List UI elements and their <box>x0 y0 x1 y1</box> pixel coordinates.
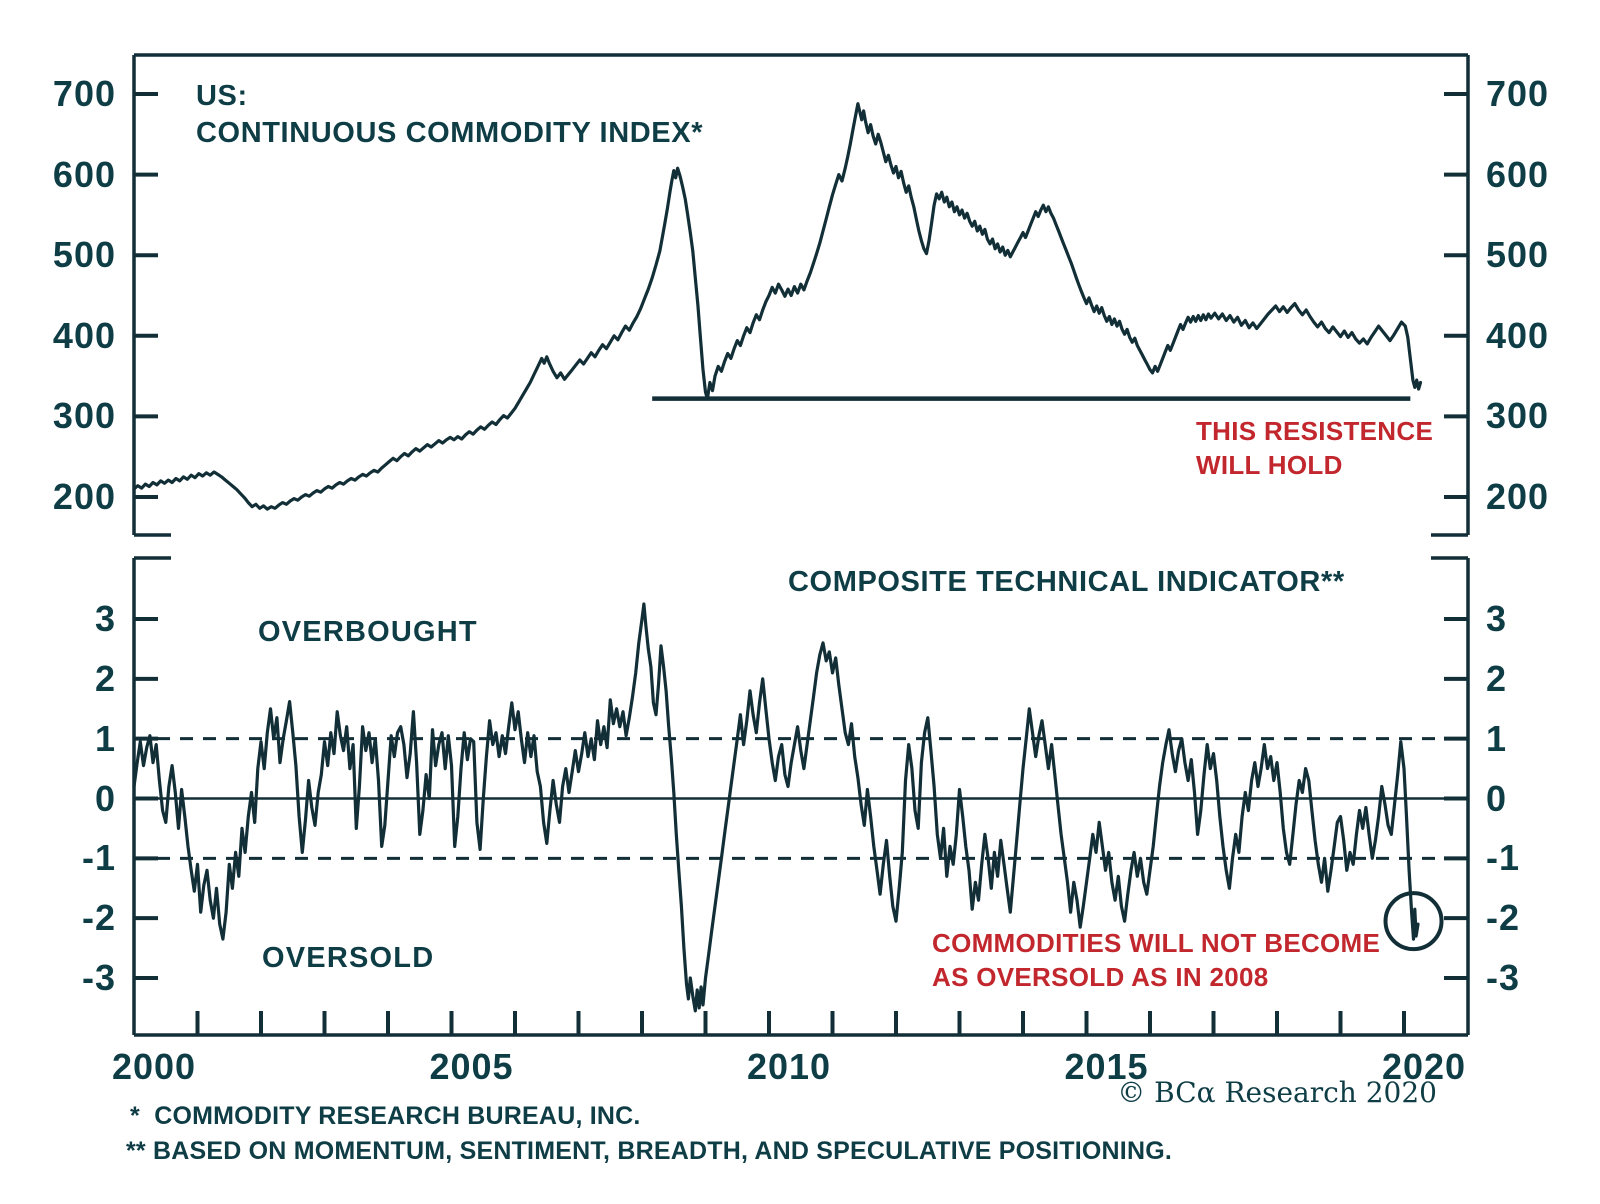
bottom-chart-title: COMPOSITE TECHNICAL INDICATOR** <box>788 566 1345 598</box>
y-axis-label-left: 400 <box>52 314 116 356</box>
top-chart-title-line2: CONTINUOUS COMMODITY INDEX* <box>196 117 704 149</box>
y-axis-label-left: -2 <box>81 897 116 939</box>
y-axis-label-left: 200 <box>52 476 116 517</box>
y-axis-label-left: -3 <box>81 957 116 998</box>
top-chart-title-line1: US: <box>196 80 248 112</box>
y-axis-label-right: 300 <box>1486 395 1550 437</box>
y-axis-label-right: 400 <box>1486 314 1550 356</box>
y-axis-label-left: 3 <box>94 598 116 639</box>
oversold-annotation-line1: COMMODITIES WILL NOT BECOME <box>932 928 1381 958</box>
y-axis-label-left: 0 <box>94 777 116 819</box>
overbought-label: OVERBOUGHT <box>258 616 478 648</box>
oversold-annotation-line2: AS OVERSOLD AS IN 2008 <box>932 962 1269 992</box>
y-axis-label-right: 3 <box>1486 598 1508 639</box>
resistance-annotation-line2: WILL HOLD <box>1196 450 1343 480</box>
y-axis-label-left: 1 <box>94 717 116 759</box>
highlight-circle <box>1383 891 1444 952</box>
top-chart-title: US: CONTINUOUS COMMODITY INDEX* <box>196 78 703 152</box>
y-axis-label-right: 0 <box>1486 777 1508 819</box>
x-axis-year-label: 2020 <box>1381 1046 1467 1087</box>
y-axis-label-right: 700 <box>1486 73 1550 114</box>
y-axis-label-right: -1 <box>1486 837 1521 879</box>
y-axis-label-right: 500 <box>1486 234 1550 276</box>
oversold-label: OVERSOLD <box>262 942 435 974</box>
indicator-series-line <box>132 602 1420 1013</box>
x-axis-year-label: 2000 <box>111 1046 197 1087</box>
resistance-annotation-line1: THIS RESISTENCE <box>1196 416 1434 446</box>
y-axis-label-right: 600 <box>1486 153 1550 195</box>
y-axis-label-right: 1 <box>1486 717 1508 759</box>
y-axis-label-left: 2 <box>94 657 116 699</box>
y-axis-label-left: 300 <box>52 395 116 437</box>
x-axis-year-label: 2015 <box>1064 1046 1149 1087</box>
y-axis-label-right: -3 <box>1486 957 1521 998</box>
footnote-2: ** BASED ON MOMENTUM, SENTIMENT, BREADTH… <box>126 1137 1172 1165</box>
y-axis-label-left: 700 <box>52 73 116 114</box>
bca-research-credit: © BCα Research 2020 <box>1117 1076 1437 1109</box>
footnote-1: * COMMODITY RESEARCH BUREAU, INC. <box>130 1102 641 1130</box>
cci-series-line <box>132 102 1423 511</box>
oversold-annotation: COMMODITIES WILL NOT BECOME AS OVERSOLD … <box>932 926 1380 994</box>
y-axis-label-left: -1 <box>81 837 116 879</box>
x-axis-year-label: 2005 <box>429 1046 514 1087</box>
y-axis-label-left: 600 <box>52 153 116 195</box>
x-axis-year-label: 2010 <box>746 1046 832 1087</box>
y-axis-label-right: 200 <box>1486 476 1550 517</box>
resistance-annotation: THIS RESISTENCE WILL HOLD <box>1196 414 1433 482</box>
y-axis-label-right: 2 <box>1486 657 1508 699</box>
y-axis-label-left: 500 <box>52 234 116 276</box>
y-axis-label-right: -2 <box>1486 897 1521 939</box>
